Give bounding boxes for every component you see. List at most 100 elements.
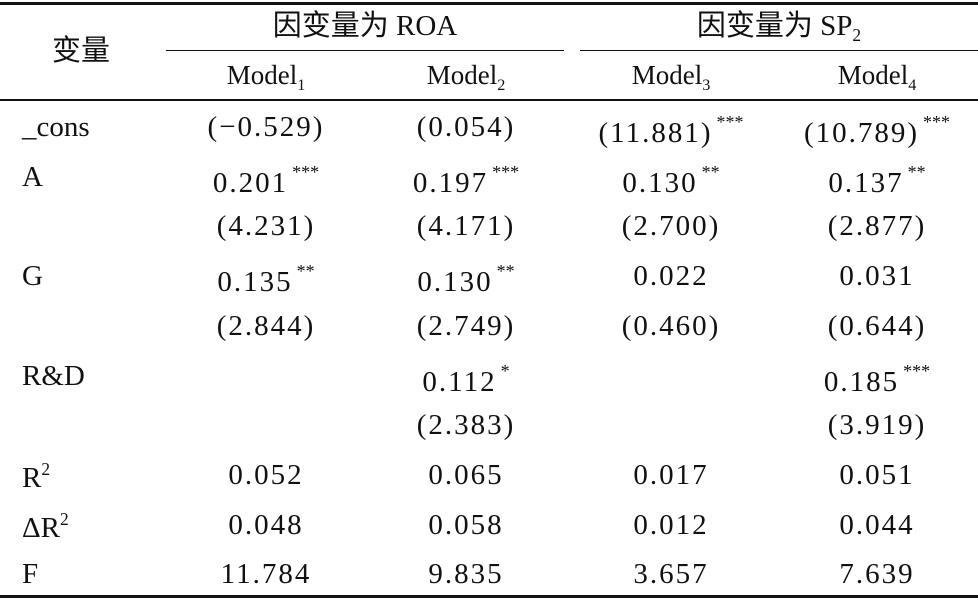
significance-stars: ***	[292, 162, 320, 182]
table-cell: 7.639	[776, 560, 978, 589]
table-cell: 0.130 **	[566, 163, 776, 198]
table-cell: (2.749)	[366, 312, 566, 341]
row-label: R2	[22, 460, 50, 494]
cell-value: 11.784	[220, 558, 312, 590]
cell-value: 0.135	[217, 266, 293, 298]
cell-value: 0.137	[828, 167, 904, 199]
group1-header: 因变量为 ROA	[166, 11, 564, 41]
cell-value: (2.749)	[416, 310, 516, 342]
cell-value: 0.130	[622, 167, 698, 199]
group1-header-var: ROA	[396, 10, 458, 42]
group2-header: 因变量为 SP2	[580, 11, 978, 44]
cell-value: 0.112	[422, 366, 497, 398]
cell-value: (2.844)	[216, 310, 316, 342]
cell-value: 3.657	[633, 558, 709, 590]
table-cell: (2.700)	[566, 212, 776, 241]
row-label: G	[22, 262, 43, 291]
cell-value: 0.031	[839, 260, 915, 292]
model1-base: Model	[226, 60, 298, 90]
row-label-text: _cons	[22, 111, 90, 143]
table-cell: (0.054)	[366, 113, 566, 142]
significance-stars: **	[701, 162, 720, 182]
cell-value: 0.022	[633, 260, 709, 292]
table-cell: 0.012	[566, 511, 776, 540]
cell-value: (3.919)	[827, 409, 927, 441]
significance-stars: ***	[492, 162, 520, 182]
top-rule	[0, 2, 978, 5]
significance-stars: ***	[716, 112, 744, 132]
table-cell: 0.017	[566, 461, 776, 490]
model3-sub: 3	[702, 76, 711, 94]
model3-header: Model3	[566, 62, 776, 94]
table-cell: 0.197 ***	[366, 163, 566, 198]
row-label: A	[22, 163, 43, 192]
table-cell: 0.022	[566, 262, 776, 291]
cell-value: (4.171)	[416, 210, 516, 242]
table-cell: 11.784	[166, 560, 366, 589]
table-cell: 0.130 **	[366, 262, 566, 297]
cell-value: (10.789)	[803, 117, 920, 149]
model2-base: Model	[426, 60, 498, 90]
table-cell: 0.052	[166, 461, 366, 490]
row-label-text: R	[22, 462, 42, 494]
table-cell: 0.135 **	[166, 262, 366, 297]
cell-value: 0.185	[823, 366, 900, 398]
model1-sub: 1	[297, 76, 306, 94]
row-label-text: G	[22, 260, 43, 292]
cell-value: 0.201	[212, 167, 289, 199]
table-cell: (3.919)	[776, 411, 978, 440]
table-cell: 0.137 **	[776, 163, 978, 198]
cell-value: 0.048	[228, 509, 304, 541]
cell-value: (0.644)	[827, 310, 927, 342]
table-cell: 0.044	[776, 511, 978, 540]
significance-stars: **	[907, 162, 926, 182]
cell-value: 9.835	[428, 558, 504, 590]
table-cell: (4.171)	[366, 212, 566, 241]
table-cell: (4.231)	[166, 212, 366, 241]
model4-base: Model	[837, 60, 909, 90]
row-label: ΔR2	[22, 510, 69, 543]
variable-column-header: 变量	[52, 33, 111, 67]
cell-value: 0.065	[428, 459, 504, 491]
table-cell: (0.460)	[566, 312, 776, 341]
group2-header-prefix: 因变量为	[696, 8, 813, 42]
table-cell: (2.844)	[166, 312, 366, 341]
cell-value: 0.012	[633, 509, 709, 541]
cell-value: (−0.529)	[207, 111, 325, 143]
cell-value: 7.639	[839, 558, 915, 590]
cell-value: (0.460)	[621, 310, 721, 342]
cell-value: (11.881)	[598, 117, 713, 149]
cell-value: (2.383)	[416, 409, 516, 441]
model2-sub: 2	[497, 76, 506, 94]
table-cell: 0.048	[166, 511, 366, 540]
row-label: R&D	[22, 362, 85, 391]
row-label-text: F	[22, 558, 39, 590]
row-label: F	[22, 560, 38, 589]
model2-header: Model2	[366, 60, 566, 94]
table-cell: 0.201 ***	[166, 163, 366, 198]
table-cell: (11.881) ***	[566, 113, 776, 148]
cell-value: 0.044	[839, 509, 915, 541]
cell-value: (2.700)	[621, 210, 721, 242]
model4-sub: 4	[908, 76, 917, 94]
cell-value: 0.058	[428, 509, 504, 541]
group2-header-sub: 2	[852, 25, 862, 45]
group2-header-var: SP	[820, 10, 853, 42]
row-label-text: A	[22, 161, 43, 193]
table-cell: 0.185 ***	[776, 362, 978, 397]
cell-value: 0.197	[412, 167, 489, 199]
table-cell: (10.789) ***	[776, 113, 978, 148]
cell-value: (4.231)	[216, 210, 316, 242]
group1-underline	[166, 50, 564, 51]
cell-value: 0.051	[839, 459, 915, 491]
table-cell: 3.657	[566, 560, 776, 589]
model1-header: Model1	[166, 60, 366, 94]
table-cell: (−0.529)	[166, 113, 366, 142]
significance-stars: **	[496, 261, 515, 281]
significance-stars: ***	[903, 361, 931, 381]
row-label-text: R&D	[22, 360, 85, 392]
table-cell: 0.031	[776, 262, 978, 291]
header-rule	[0, 99, 978, 101]
table-cell: 0.065	[366, 461, 566, 490]
